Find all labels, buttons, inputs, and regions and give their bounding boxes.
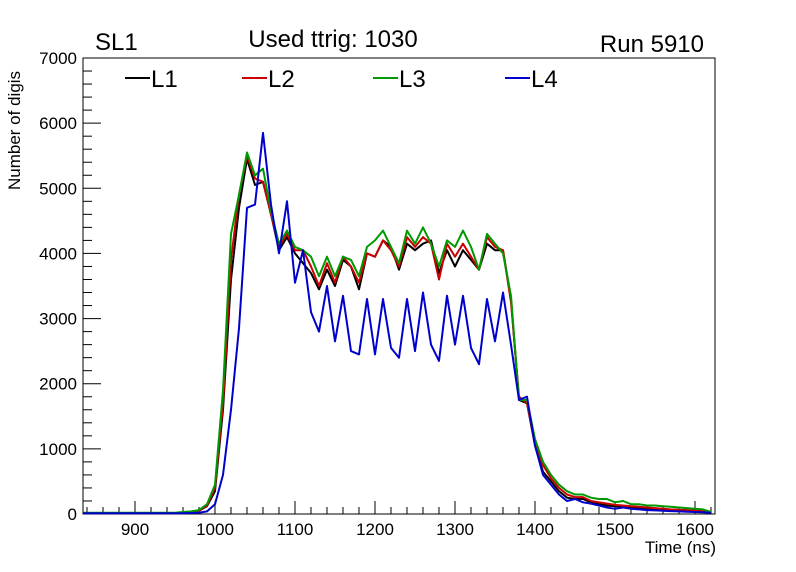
y-tick-label: 4000 — [39, 244, 77, 263]
x-tick-label: 1300 — [436, 520, 474, 539]
x-tick-label: 1200 — [356, 520, 394, 539]
y-tick-label: 3000 — [39, 310, 77, 329]
legend-label-l3: L3 — [399, 66, 426, 93]
legend-label-l2: L2 — [268, 66, 295, 93]
chart-title: Used ttrig: 1030 — [248, 26, 417, 53]
legend-label-l4: L4 — [531, 66, 558, 93]
y-tick-label: 1000 — [39, 440, 77, 459]
y-tick-label: 6000 — [39, 114, 77, 133]
superlayer-label: SL1 — [95, 29, 138, 56]
x-axis-label: Time (ns) — [645, 538, 716, 557]
y-tick-label: 5000 — [39, 179, 77, 198]
x-tick-label: 1500 — [596, 520, 634, 539]
x-tick-label: 1600 — [676, 520, 714, 539]
y-tick-label: 0 — [68, 505, 77, 524]
plot-frame — [82, 57, 716, 515]
x-tick-label: 900 — [121, 520, 149, 539]
series-line-l3 — [83, 151, 712, 514]
y-axis-label: Number of digis — [5, 71, 24, 190]
series-lines — [83, 131, 712, 515]
run-label: Run 5910 — [600, 31, 704, 58]
legend: L1 L2 L3 L4 — [125, 66, 558, 93]
x-tick-label: 1100 — [277, 520, 314, 539]
legend-label-l1: L1 — [151, 66, 178, 93]
y-tick-label: 7000 — [39, 49, 77, 68]
series-line-l4 — [83, 131, 712, 515]
x-tick-label: 1000 — [196, 520, 234, 539]
y-tick-label: 2000 — [39, 375, 77, 394]
x-tick-label: 1400 — [516, 520, 554, 539]
